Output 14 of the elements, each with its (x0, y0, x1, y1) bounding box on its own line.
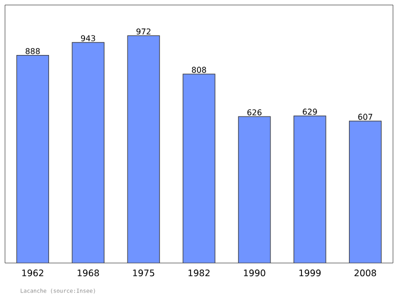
bar (16, 55, 50, 263)
bar (238, 116, 271, 263)
bar (127, 35, 160, 263)
x-tick-label: 2008 (354, 270, 376, 276)
bar (182, 74, 216, 263)
bar (72, 42, 104, 263)
x-tick-label: 1982 (188, 270, 210, 276)
x-tick-label: 1968 (78, 270, 99, 276)
x-tick-label: 1999 (299, 270, 321, 276)
x-tick-label: 1975 (133, 270, 154, 276)
bar (348, 120, 382, 263)
bar (294, 116, 326, 263)
x-tick-label: 1990 (244, 270, 266, 276)
x-tick-label: 1962 (22, 270, 44, 276)
